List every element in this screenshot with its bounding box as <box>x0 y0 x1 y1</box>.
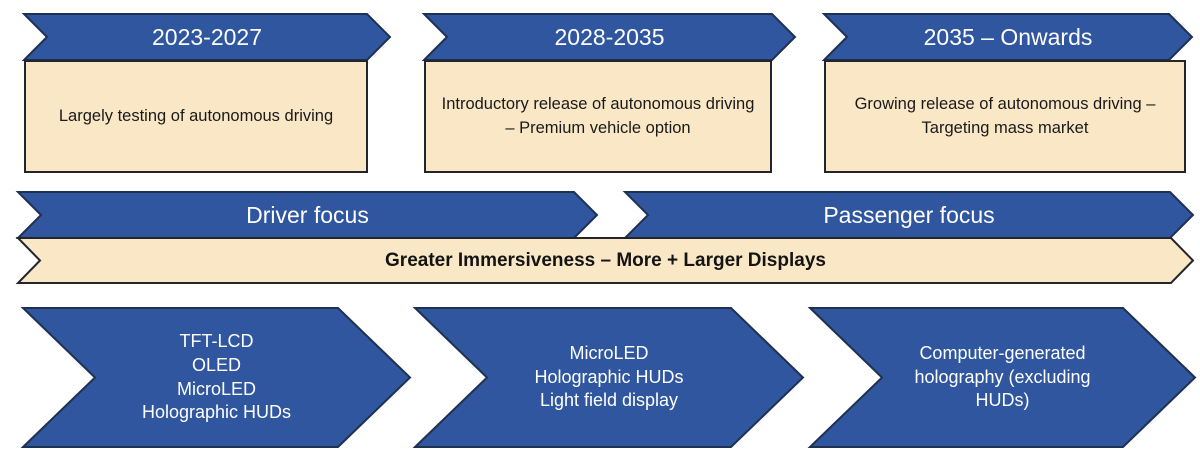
phase-3-description-box: Growing release of autonomous driving – … <box>824 60 1186 173</box>
display-tech-list-3: Computer-generated holography (excluding… <box>810 308 1195 447</box>
phase-3-period-label: 2035 – Onwards <box>923 23 1093 50</box>
phase-1-description-box: Largely testing of autonomous driving <box>24 60 368 173</box>
chevron-banner-shape <box>421 13 797 61</box>
immersiveness-label: Greater Immersiveness – More + Larger Di… <box>385 249 826 271</box>
phase-1-period-banner: 2023-2027 <box>21 13 392 61</box>
phase-2-description: Introductory release of autonomous drivi… <box>441 94 755 137</box>
tech-item: Computer-generated holography (excluding… <box>914 342 1091 411</box>
phase-2-description-box: Introductory release of autonomous drivi… <box>424 60 772 173</box>
display-tech-list-2: MicroLED Holographic HUDs Light field di… <box>415 308 803 447</box>
phase-3-description: Growing release of autonomous driving – … <box>854 94 1156 137</box>
phase-2-period-label: 2028-2035 <box>554 23 665 50</box>
display-tech-arrow-3: Computer-generated holography (excluding… <box>807 307 1197 448</box>
driver-focus-label: Driver focus <box>246 201 369 228</box>
phase-2-period-banner: 2028-2035 <box>421 13 797 61</box>
chevron-arrow-shape <box>20 307 412 448</box>
display-tech-arrow-2: MicroLED Holographic HUDs Light field di… <box>412 307 805 448</box>
phase-1-period-label: 2023-2027 <box>152 23 262 50</box>
tech-item: Holographic HUDs <box>141 402 292 423</box>
tech-item: MicroLED <box>176 378 256 399</box>
immersiveness-band: Greater Immersiveness – More + Larger Di… <box>15 237 1195 284</box>
passenger-focus-label: Passenger focus <box>823 201 995 228</box>
phase-3-period-banner: 2035 – Onwards <box>821 13 1194 61</box>
chevron-banner-shape <box>15 237 1195 284</box>
tech-item: Holographic HUDs <box>534 366 684 387</box>
passenger-focus-band: Passenger focus <box>622 191 1195 239</box>
tech-item: TFT-LCD <box>179 331 254 351</box>
chevron-arrow-shape <box>412 307 805 448</box>
chevron-arrow-shape <box>807 307 1197 448</box>
tech-item: MicroLED <box>569 342 649 363</box>
phase-1-description: Largely testing of autonomous driving <box>58 106 334 125</box>
display-tech-arrow-1: TFT-LCD OLED MicroLED Holographic HUDs <box>20 307 412 448</box>
display-tech-list-1: TFT-LCD OLED MicroLED Holographic HUDs <box>23 308 410 447</box>
tech-item: Light field display <box>539 390 679 411</box>
driver-focus-band: Driver focus <box>15 191 599 239</box>
tech-item: OLED <box>191 354 242 375</box>
